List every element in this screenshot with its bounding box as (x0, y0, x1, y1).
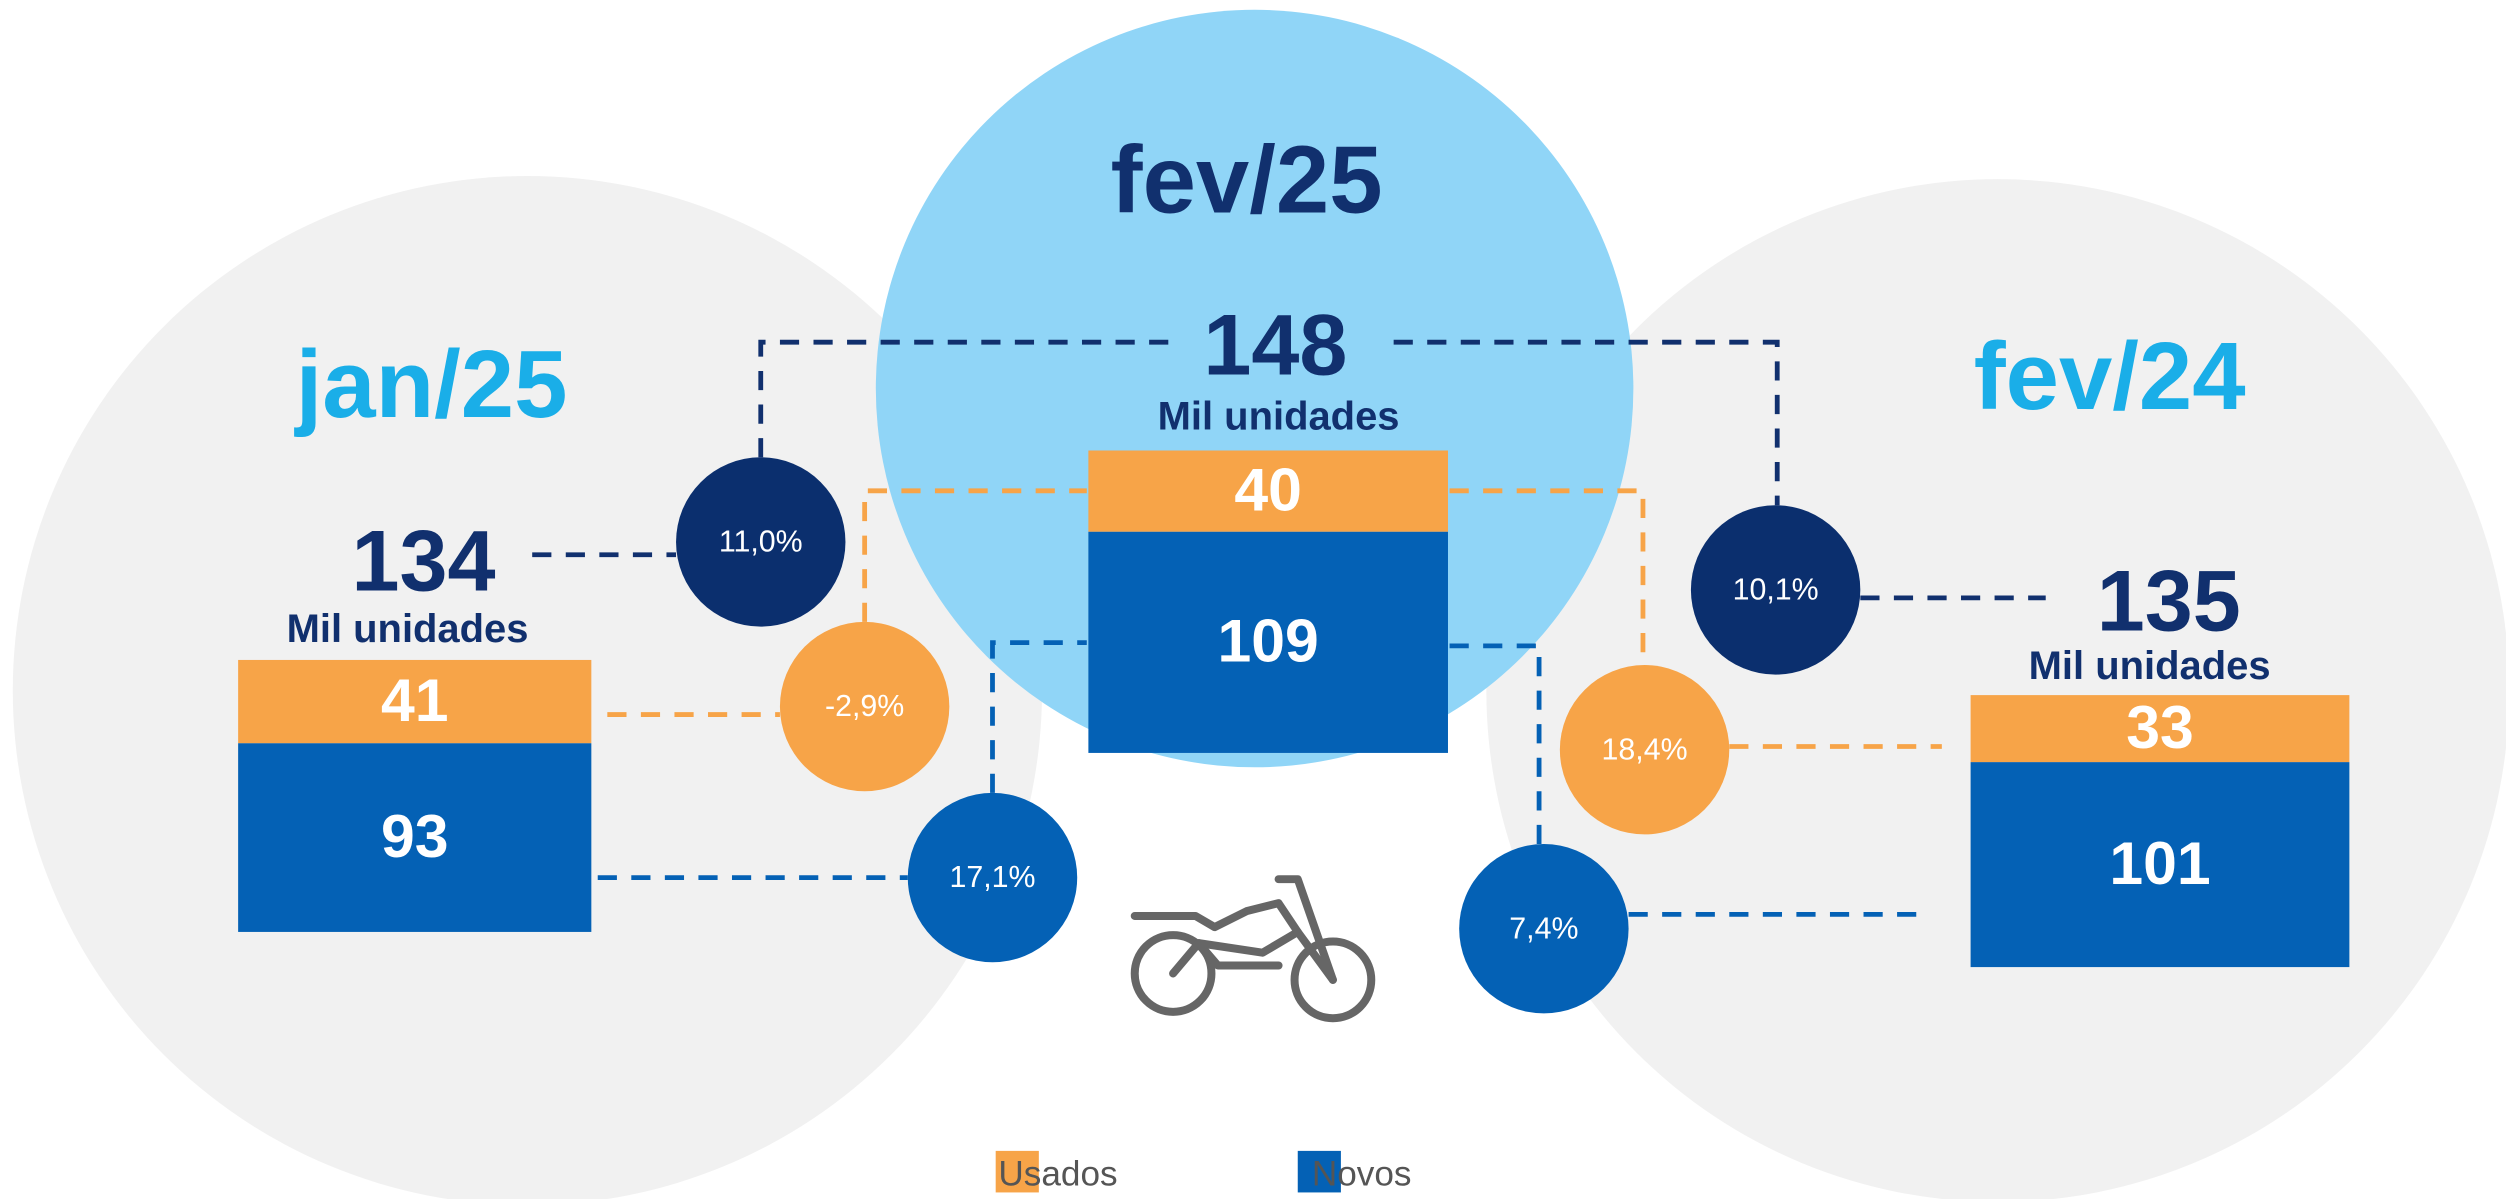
change-label: 11,0% (719, 526, 803, 559)
motorcycle-icon (1130, 875, 1376, 1023)
change-label: 18,4% (1602, 733, 1688, 766)
change-label: 10,1% (1733, 574, 1819, 607)
value-label: 40 (1234, 455, 1302, 523)
period-label: fev/25 (1111, 126, 1383, 233)
change-bubble (1690, 505, 1861, 675)
change-bubble (907, 792, 1078, 963)
connector (1393, 339, 1780, 506)
bar-novos (1088, 531, 1448, 753)
period-total: 148 (1203, 298, 1347, 394)
value-label: 109 (1218, 607, 1319, 675)
change-label: -2,9% (825, 690, 904, 723)
legend-swatch (1297, 1150, 1341, 1193)
connectors (532, 339, 2046, 917)
change-label: 7,4% (1509, 912, 1578, 945)
bar-usados (238, 659, 592, 744)
connector (758, 339, 1183, 458)
period-unit: Mil unidades (1158, 394, 1400, 438)
value-label: 101 (2109, 829, 2210, 897)
period-label: fev/24 (1974, 323, 2246, 430)
period-total: 135 (2097, 553, 2241, 649)
change-bubble (779, 621, 950, 792)
change-bubble (676, 457, 846, 627)
legend-swatch (995, 1150, 1039, 1193)
change-bubble (1559, 665, 1730, 835)
period-unit: Mil unidades (287, 607, 529, 651)
connector (1449, 488, 1646, 666)
change-label: 17,1% (949, 861, 1035, 894)
bar-novos (238, 743, 592, 932)
legend-label: Novos (1312, 1155, 1412, 1194)
period-total: 134 (352, 513, 496, 609)
period-label: jan/25 (294, 331, 568, 438)
connector (862, 488, 1087, 622)
value-label: 41 (381, 666, 449, 734)
bar-usados (1088, 450, 1448, 532)
value-label: 33 (2126, 693, 2194, 761)
change-bubble (1459, 844, 1629, 1014)
bar-novos (1970, 762, 2350, 968)
value-label: 93 (381, 802, 449, 870)
legend-label: Usados (998, 1155, 1117, 1194)
bar-usados (1970, 695, 2350, 763)
period-unit: Mil unidades (2029, 644, 2271, 688)
connector (990, 640, 1087, 793)
